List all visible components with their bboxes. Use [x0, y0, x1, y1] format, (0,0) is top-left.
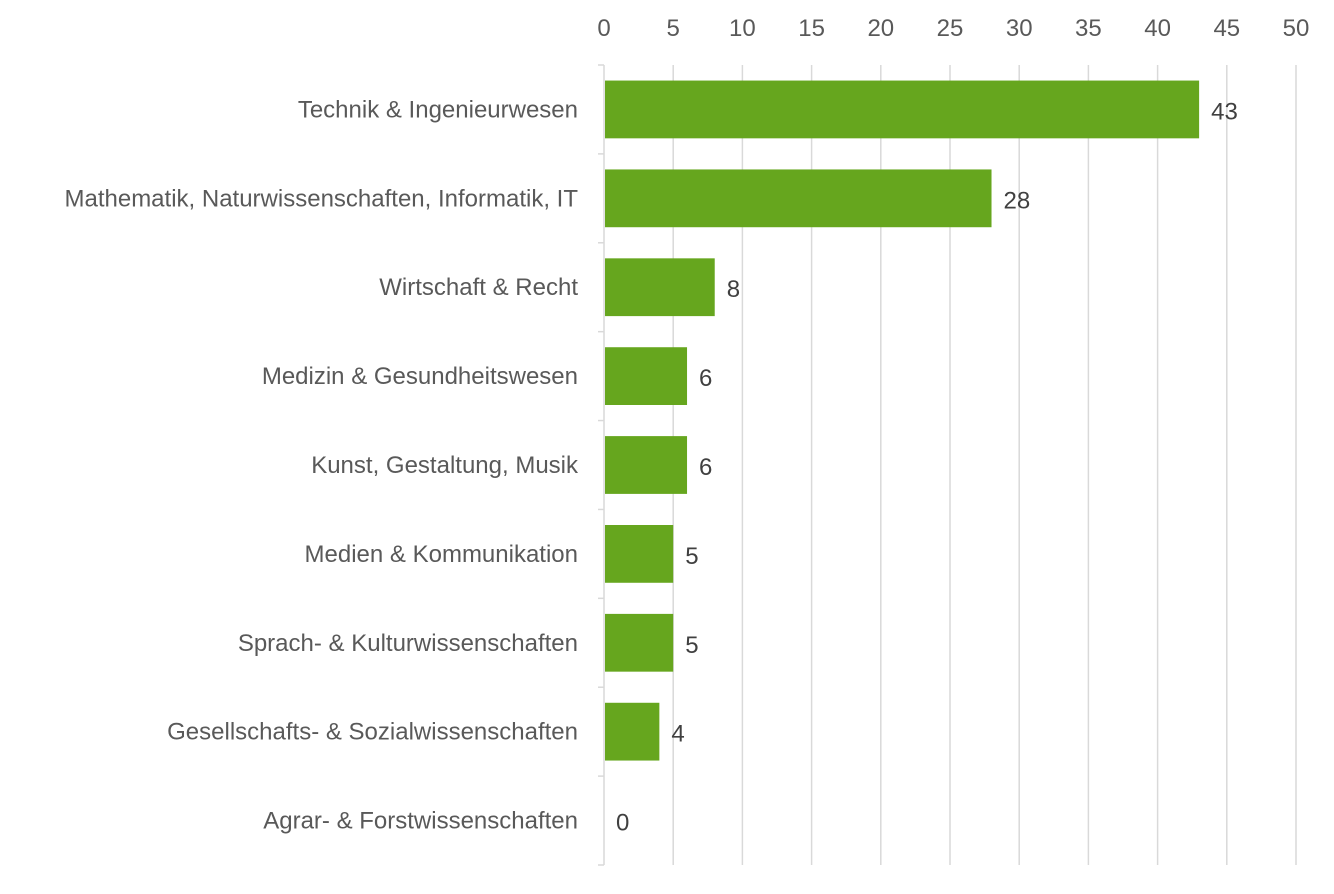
x-tick-label: 5: [667, 15, 680, 42]
data-label: 5: [685, 632, 698, 659]
bar-6: [605, 613, 674, 672]
bar-1: [605, 169, 992, 228]
x-tick-label: 45: [1213, 15, 1240, 42]
x-tick-label: 25: [937, 15, 964, 42]
data-label: 6: [699, 365, 712, 392]
bar-5: [605, 525, 674, 583]
category-label: Mathematik, Naturwissenschaften, Informa…: [64, 185, 578, 212]
x-tick-label: 20: [867, 15, 894, 42]
category-labels: Technik & Ingenieurwesen Mathematik, Natu…: [64, 96, 579, 834]
bar-0: [605, 80, 1200, 139]
category-label: Gesellschafts- & Sozialwissenschaften: [167, 719, 578, 746]
x-tick-label: 30: [1006, 15, 1033, 42]
x-axis-tick-labels: 0 5 10 15 20 25 30 35 40 45 50: [597, 15, 1309, 42]
x-tick-label: 0: [597, 15, 610, 42]
category-label: Wirtschaft & Recht: [379, 274, 578, 301]
bar-3: [605, 347, 688, 405]
data-label: 6: [699, 454, 712, 481]
x-tick-label: 10: [729, 15, 756, 42]
category-label: Kunst, Gestaltung, Musik: [311, 452, 579, 479]
category-axis: [598, 64, 605, 866]
data-label: 43: [1211, 98, 1238, 125]
data-label: 5: [685, 543, 698, 570]
x-tick-label: 50: [1283, 15, 1310, 42]
bar-4: [605, 436, 688, 494]
x-tick-label: 15: [798, 15, 825, 42]
bar-2: [605, 258, 715, 317]
data-label: 8: [727, 276, 740, 303]
category-label: Technik & Ingenieurwesen: [298, 96, 578, 123]
data-label: 4: [671, 721, 684, 748]
data-label: 28: [1004, 187, 1031, 214]
category-label: Agrar- & Forstwissenschaften: [263, 808, 578, 835]
x-tick-label: 40: [1144, 15, 1171, 42]
x-tick-label: 35: [1075, 15, 1102, 42]
category-label: Medien & Kommunikation: [305, 541, 578, 568]
bars: [605, 80, 1200, 761]
category-label: Sprach- & Kulturwissenschaften: [238, 630, 578, 657]
data-label: 0: [616, 810, 629, 837]
bar-7: [605, 702, 660, 761]
category-label: Medizin & Gesundheitswesen: [262, 363, 578, 390]
data-labels: 43 28 8 6 6 5 5 4 0: [616, 98, 1238, 836]
